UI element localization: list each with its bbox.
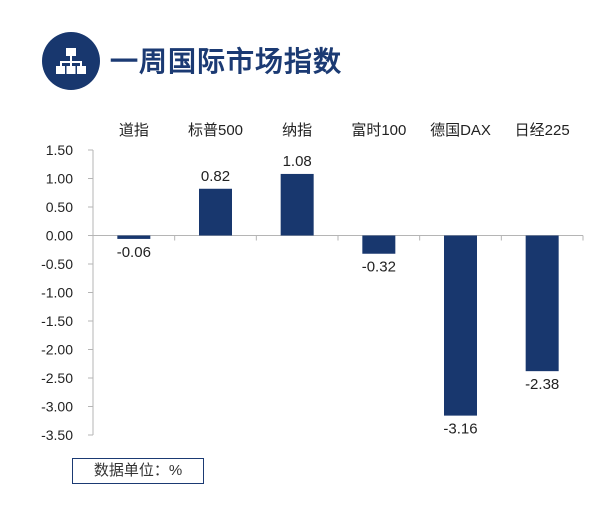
bar xyxy=(444,235,477,416)
category-label: 标普500 xyxy=(188,122,243,139)
y-tick-label: 0.50 xyxy=(46,199,73,215)
bar xyxy=(362,235,396,254)
y-tick-label: -3.00 xyxy=(41,399,73,415)
category-label: 日经225 xyxy=(515,122,570,139)
category-label: 纳指 xyxy=(282,122,312,139)
bar xyxy=(525,235,559,372)
data-label: -2.38 xyxy=(525,376,559,393)
bar xyxy=(199,188,232,236)
data-label: -0.32 xyxy=(362,259,396,276)
data-label: -0.06 xyxy=(117,244,151,261)
bar xyxy=(280,173,314,236)
hierarchy-icon xyxy=(42,32,100,90)
data-label: -3.16 xyxy=(443,421,477,438)
y-tick-label: 1.50 xyxy=(46,142,73,158)
y-tick-label: -2.50 xyxy=(41,370,73,386)
data-label: 1.08 xyxy=(283,153,312,170)
category-label: 富时100 xyxy=(351,121,406,139)
y-tick-label: -0.50 xyxy=(41,256,73,272)
y-tick-label: -1.00 xyxy=(41,285,73,301)
y-tick-label: 1.00 xyxy=(46,171,73,187)
y-tick-label: 0.00 xyxy=(46,228,73,244)
bar xyxy=(117,235,151,239)
y-tick-label: -2.00 xyxy=(41,342,73,358)
page-title: 一周国际市场指数 xyxy=(110,46,343,77)
category-label: 德国DAX xyxy=(430,121,491,139)
y-tick-label: -3.50 xyxy=(41,427,73,443)
y-tick-label: -1.50 xyxy=(41,313,73,329)
unit-note: 数据单位：% xyxy=(72,458,204,484)
data-label: 0.82 xyxy=(201,168,230,185)
category-label: 道指 xyxy=(119,122,149,139)
